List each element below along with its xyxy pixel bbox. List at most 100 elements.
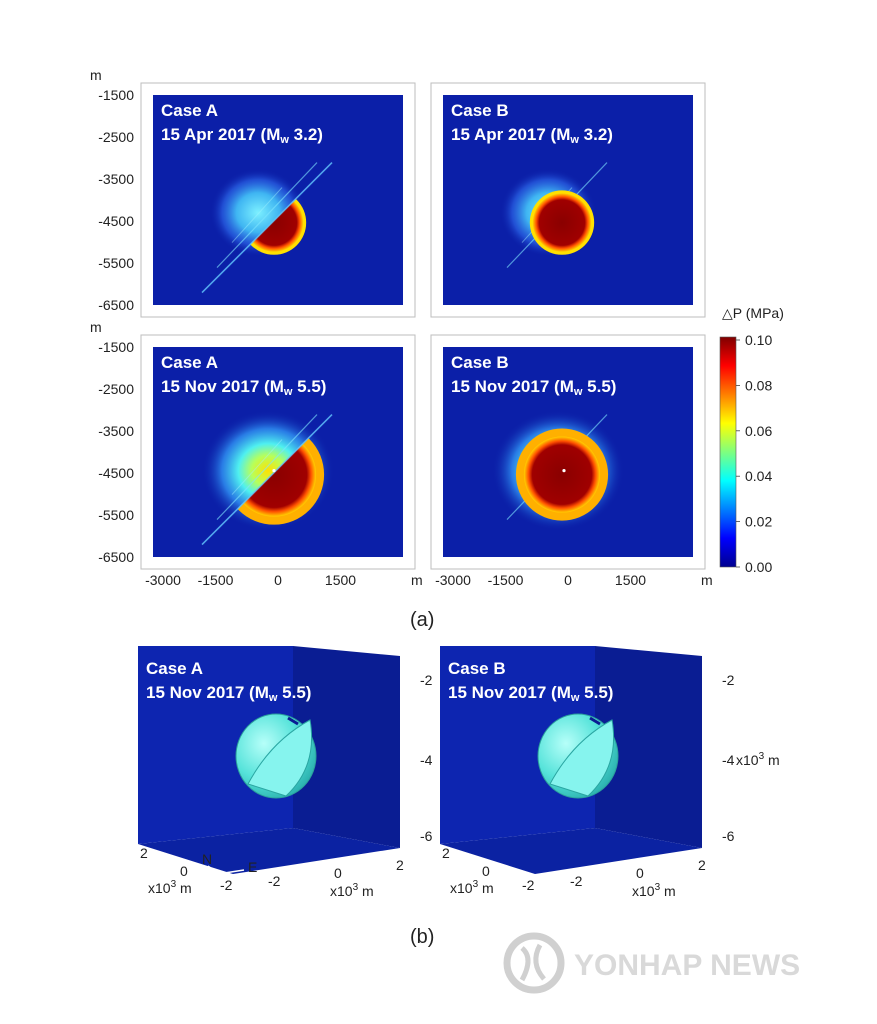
cube-floor [440, 828, 702, 874]
cube-left-face [138, 646, 293, 844]
subtitle-mag: M [556, 125, 570, 144]
unit-exp: 3 [759, 751, 765, 762]
y-tick-label: 2 [442, 845, 450, 861]
subtitle-suffix: 5.5) [277, 683, 311, 702]
yonhap-logo-icon [503, 932, 565, 994]
subtitle-mag: M [266, 125, 280, 144]
y-tick-label: -5500 [98, 255, 134, 271]
x-tick-label: 1500 [615, 572, 646, 588]
map-field-content [500, 162, 608, 269]
unit-main: x10 [330, 883, 353, 899]
colorbar-tick-label: 0.10 [745, 332, 772, 348]
isosurface-notch [589, 716, 601, 726]
unit-tail: m [660, 883, 676, 899]
source-point [272, 469, 276, 473]
pressure-3d-views: Case A15 Nov 2017 (Mw 5.5)-2-4-620-2x103… [138, 646, 780, 899]
y-tick-label: 0 [482, 863, 490, 879]
map-panel-1: Case A 15 Apr 2017 (Mw 3.2) m -1500 -2500 -35… [90, 67, 416, 318]
y-tick-label: -2 [220, 877, 233, 893]
colorbar-tick-label: 0.02 [745, 514, 772, 530]
compass-north-label: N [202, 851, 212, 867]
y-axis-unit: x103 m [148, 879, 192, 896]
subtitle-mag-sub: w [569, 134, 579, 146]
y-tick-label: -3500 [98, 171, 134, 187]
yonhap-logo-swirl-icon [519, 943, 546, 982]
fault-cut-surface [549, 719, 615, 797]
z-tick-label: -6 [420, 828, 433, 844]
x-axis-unit: x103 m [632, 882, 676, 899]
subtitle-prefix: 15 Nov 2017 ( [161, 377, 270, 396]
x-tick-label: 0 [334, 865, 342, 881]
subtitle-mag-sub: w [283, 386, 293, 398]
map-panel-3: Case A 15 Nov 2017 (Mw 5.5) m -1500 -2500 -35… [90, 319, 423, 588]
pressure-core [523, 436, 601, 513]
z-tick-label: -4 [420, 752, 433, 768]
subtitle-suffix: 5.5) [579, 683, 613, 702]
view3d-panel-1: Case A 15 Nov 2017 (Mw 5.5) -2 -4 -6 2 0 -2 x103… [138, 646, 433, 899]
subtitle-mag-sub: w [279, 134, 289, 146]
y-tick-label: -2500 [98, 129, 134, 145]
map-field-content [201, 410, 334, 546]
panel-subtitle: 15 Nov 2017 (Mw 5.5) [448, 683, 613, 704]
subtitle-mag-sub: w [268, 692, 278, 704]
subtitle-mag-sub: w [573, 386, 583, 398]
fault-plane [201, 414, 333, 546]
map-panel-2: Case B 15 Apr 2017 (Mw 3.2) [430, 82, 706, 318]
panel-subtitle: 15 Apr 2017 (Mw 3.2) [161, 125, 323, 146]
fault-trace [216, 414, 318, 521]
yonhap-watermark: YONHAP NEWS [503, 932, 800, 994]
y-tick-label: -4500 [98, 465, 134, 481]
cube-right-face [293, 646, 400, 848]
map-field-content [201, 162, 333, 294]
subtitle-prefix: 15 Apr 2017 ( [161, 125, 267, 144]
pressure-maps: Case A15 Apr 2017 (Mw 3.2)m-1500-2500-35… [90, 67, 713, 588]
panel-title: Case B [451, 353, 509, 372]
panel-title: Case A [146, 659, 203, 678]
subtitle-mag-sub: w [570, 692, 580, 704]
unit-main: x10 [736, 752, 759, 768]
subtitle-mag: M [560, 377, 574, 396]
panel-b-label: (b) [410, 926, 434, 948]
isosurface-notch [287, 716, 299, 726]
subtitle-suffix: 5.5) [292, 377, 326, 396]
colorbar-scale [719, 336, 737, 568]
unit-exp: 3 [655, 882, 661, 893]
z-tick-label: -4 [722, 752, 735, 768]
pressure-core [532, 193, 592, 252]
z-tick-label: -2 [722, 672, 735, 688]
map-panel-4: Case B 15 Nov 2017 (Mw 5.5) -3000 -1500 0 150… [430, 334, 713, 588]
y-tick-label: -5500 [98, 507, 134, 523]
fault-plane [201, 162, 333, 294]
y-tick-label: 2 [140, 845, 148, 861]
x-tick-label: 0 [636, 865, 644, 881]
panel-title: Case B [448, 659, 506, 678]
subtitle-mag: M [270, 377, 284, 396]
z-axis-unit: x103 m [736, 751, 780, 768]
y-tick-label: -1500 [98, 339, 134, 355]
panel-title: Case A [161, 353, 218, 372]
panel-title: Case B [451, 101, 509, 120]
colorbar-label: △P (MPa) [722, 305, 784, 321]
subtitle-mag: M [557, 683, 571, 702]
x-tick-label: -2 [268, 873, 281, 889]
north-arrow-icon [207, 865, 219, 875]
y-tick-label: 0 [180, 863, 188, 879]
cube-right-face [595, 646, 702, 848]
x-axis-unit: x103 m [330, 882, 374, 899]
colorbar-tick-label: 0.08 [745, 377, 772, 393]
x-tick-label: -3000 [145, 572, 181, 588]
panel-subtitle: 15 Apr 2017 (Mw 3.2) [451, 125, 613, 146]
unit-tail: m [176, 880, 192, 896]
z-tick-label: -2 [420, 672, 433, 688]
unit-tail: m [764, 752, 780, 768]
unit-main: x10 [450, 880, 473, 896]
x-tick-label: -2 [570, 873, 583, 889]
z-tick-label: -6 [722, 828, 735, 844]
y-tick-label: -3500 [98, 423, 134, 439]
subtitle-prefix: 15 Apr 2017 ( [451, 125, 557, 144]
panel-subtitle: 15 Nov 2017 (Mw 5.5) [146, 683, 311, 704]
fault-trace [216, 162, 318, 269]
x-tick-label: 0 [274, 572, 282, 588]
x-tick-label: 2 [698, 857, 706, 873]
